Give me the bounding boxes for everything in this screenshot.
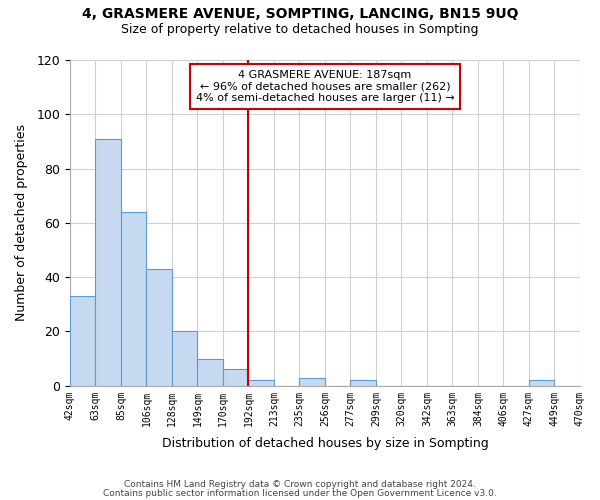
Bar (197, 358, 223, 386)
Bar (350, 380, 376, 386)
Text: Size of property relative to detached houses in Sompting: Size of property relative to detached ho… (121, 22, 479, 36)
Y-axis label: Number of detached properties: Number of detached properties (15, 124, 28, 322)
Bar (121, 212, 146, 386)
Text: Contains HM Land Registry data © Crown copyright and database right 2024.: Contains HM Land Registry data © Crown c… (124, 480, 476, 489)
Text: 4, GRASMERE AVENUE, SOMPTING, LANCING, BN15 9UQ: 4, GRASMERE AVENUE, SOMPTING, LANCING, B… (82, 8, 518, 22)
Bar (529, 380, 554, 386)
X-axis label: Distribution of detached houses by size in Sompting: Distribution of detached houses by size … (161, 437, 488, 450)
Bar (223, 370, 248, 386)
Bar (299, 378, 325, 386)
Bar (146, 269, 172, 386)
Text: 4 GRASMERE AVENUE: 187sqm
← 96% of detached houses are smaller (262)
4% of semi-: 4 GRASMERE AVENUE: 187sqm ← 96% of detac… (196, 70, 454, 103)
Bar (248, 380, 274, 386)
Text: Contains public sector information licensed under the Open Government Licence v3: Contains public sector information licen… (103, 489, 497, 498)
Bar (172, 332, 197, 386)
Bar (95, 138, 121, 386)
Bar (70, 296, 95, 386)
